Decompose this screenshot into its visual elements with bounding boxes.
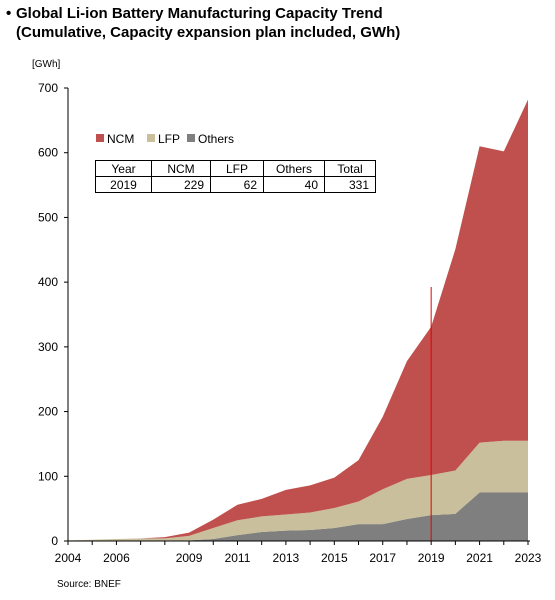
summary-cell-total: 331 [324, 176, 376, 193]
x-tick-label-2004: 2004 [55, 551, 82, 565]
legend-swatch-others [187, 134, 195, 142]
summary-cell-year: 2019 [95, 176, 152, 193]
summary-header-total: Total [324, 160, 376, 177]
y-tick-label-300: 300 [38, 340, 58, 354]
summary-cell-ncm: 229 [151, 176, 211, 193]
summary-header-others: Others [263, 160, 325, 177]
area-series-ncm [68, 99, 528, 541]
legend: NCM LFP Others [96, 132, 234, 146]
y-axis-unit-label: [GWh] [32, 59, 61, 70]
x-tick-label-2015: 2015 [321, 551, 348, 565]
summary-header-lfp: LFP [210, 160, 264, 177]
x-tick-label-2017: 2017 [369, 551, 396, 565]
stacked-areas [68, 99, 528, 541]
summary-header-ncm: NCM [151, 160, 211, 177]
legend-label-ncm: NCM [107, 132, 134, 146]
y-tick-label-600: 600 [38, 146, 58, 160]
legend-label-others: Others [198, 132, 234, 146]
title-line-1: Global Li-ion Battery Manufacturing Capa… [16, 5, 383, 22]
y-tick-label-0: 0 [51, 534, 58, 548]
bullet-icon: • [6, 5, 12, 22]
x-tick-label-2013: 2013 [273, 551, 300, 565]
chart-title: • Global Li-ion Battery Manufacturing Cap… [6, 4, 400, 42]
summary-table-header-row: Year NCM LFP Others Total [95, 160, 376, 177]
axes: 0 100 200 300 400 500 600 700 2004 2006 2009 2011 20… [38, 81, 542, 565]
y-tick-label-400: 400 [38, 275, 58, 289]
y-tick-label-100: 100 [38, 469, 58, 483]
x-tick-label-2006: 2006 [103, 551, 130, 565]
legend-label-lfp: LFP [158, 132, 180, 146]
x-tick-label-2019: 2019 [418, 551, 445, 565]
x-tick-label-2023: 2023 [515, 551, 542, 565]
summary-cell-others: 40 [263, 176, 325, 193]
x-tick-label-2009: 2009 [176, 551, 203, 565]
x-tick-label-2011: 2011 [225, 551, 251, 565]
summary-table-row: 2019 229 62 40 331 [95, 176, 376, 193]
y-tick-label-700: 700 [38, 81, 58, 95]
y-tick-label-200: 200 [38, 405, 58, 419]
area-series-others [68, 492, 528, 541]
summary-header-year: Year [95, 160, 152, 177]
area-series-lfp [68, 440, 528, 541]
legend-swatch-ncm [96, 134, 104, 142]
legend-swatch-lfp [147, 134, 155, 142]
source-note: Source: BNEF [57, 579, 121, 590]
summary-table: Year NCM LFP Others Total 2019 229 62 40… [95, 160, 376, 193]
title-line-2: (Cumulative, Capacity expansion plan inc… [16, 24, 401, 41]
y-tick-label-500: 500 [38, 210, 58, 224]
summary-cell-lfp: 62 [210, 176, 264, 193]
x-tick-label-2021: 2021 [466, 551, 493, 565]
